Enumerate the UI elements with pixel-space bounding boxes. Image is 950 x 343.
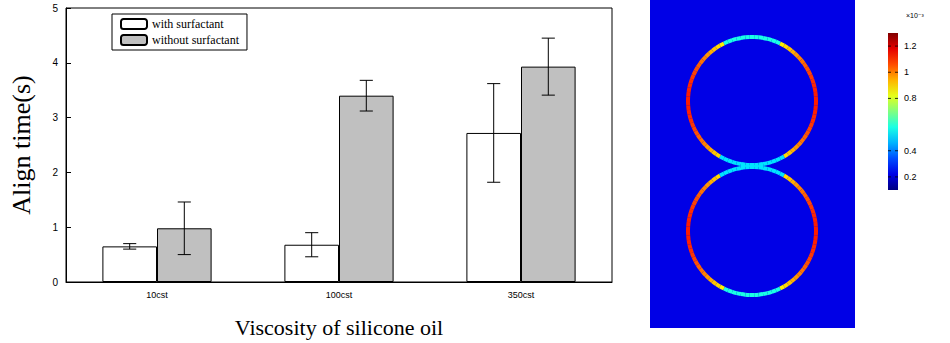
svg-text:1: 1 [52, 222, 58, 233]
svg-text:without surfactant: without surfactant [152, 33, 240, 47]
svg-text:5: 5 [52, 3, 58, 14]
svg-text:0.8: 0.8 [904, 93, 917, 103]
svg-text:2: 2 [52, 167, 58, 178]
svg-text:10cst: 10cst [146, 290, 168, 300]
svg-text:0.2: 0.2 [904, 172, 917, 182]
svg-text:3: 3 [52, 112, 58, 123]
svg-text:1: 1 [904, 67, 909, 77]
svg-text:4: 4 [52, 57, 58, 68]
svg-text:Viscosity of silicone oil: Viscosity of silicone oil [235, 315, 443, 340]
svg-text:0.4: 0.4 [904, 146, 917, 156]
svg-text:with surfactant: with surfactant [152, 17, 224, 31]
svg-text:1.2: 1.2 [904, 41, 917, 51]
svg-text:0: 0 [52, 277, 58, 288]
svg-text:×10⁻³: ×10⁻³ [906, 12, 925, 19]
svg-text:Align time(s): Align time(s) [7, 75, 36, 214]
svg-text:350cst: 350cst [508, 290, 535, 300]
svg-text:100cst: 100cst [326, 290, 353, 300]
